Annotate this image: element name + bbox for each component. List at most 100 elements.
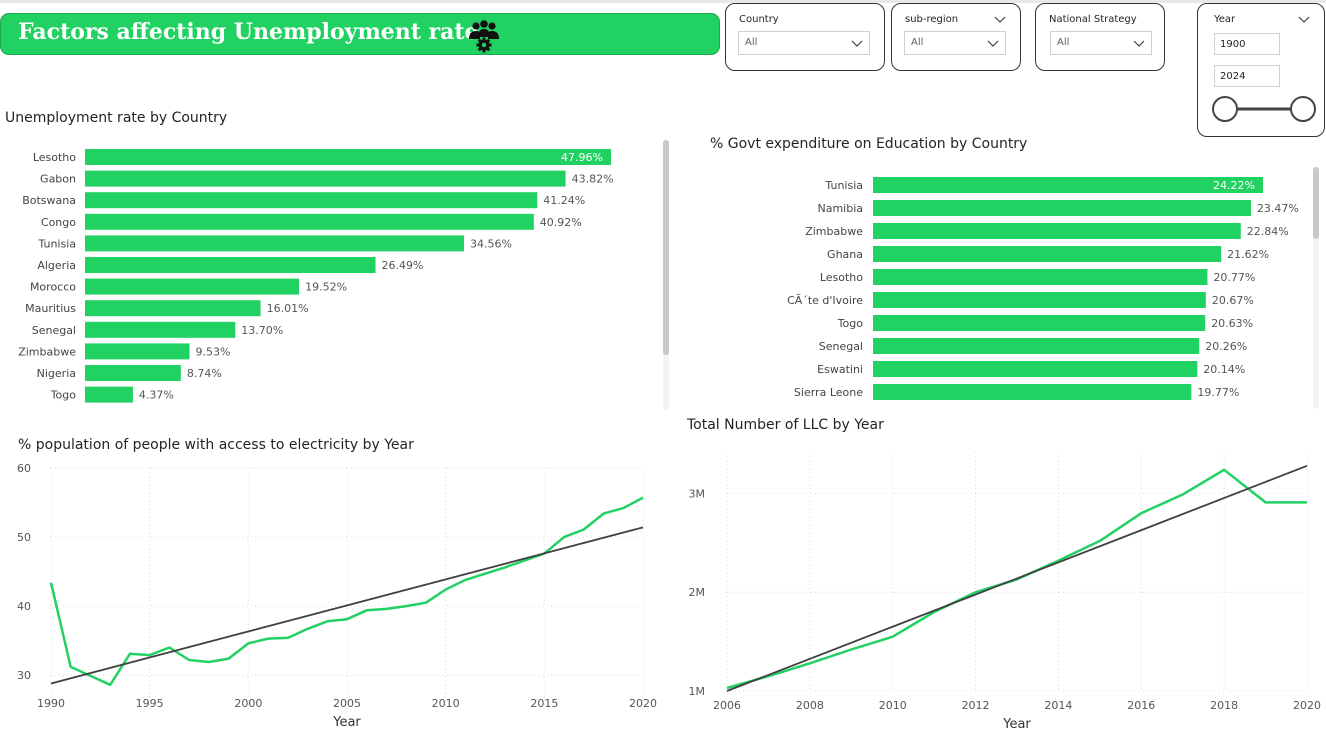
y-tick-label: 40 — [17, 600, 31, 613]
x-tick-label: 2020 — [629, 697, 657, 710]
electricity-chart-title: % population of people with access to el… — [18, 437, 414, 453]
category-label: Mauritius — [25, 302, 76, 315]
bar — [873, 292, 1206, 308]
year-end-input[interactable]: 2024 — [1214, 65, 1280, 87]
bar — [873, 269, 1208, 285]
category-label: Ghana — [827, 248, 863, 261]
national-strategy-slicer: National Strategy All — [1035, 3, 1165, 71]
bar — [85, 278, 300, 295]
category-label: Lesotho — [33, 151, 76, 164]
trend-line — [50, 526, 644, 685]
data-label: 20.63% — [1211, 317, 1253, 330]
chevron-down-icon[interactable] — [994, 14, 1006, 24]
bar — [873, 223, 1241, 239]
chevron-down-icon[interactable] — [1298, 14, 1310, 24]
data-label: 26.49% — [382, 259, 424, 272]
sub-region-dropdown[interactable]: All — [904, 31, 1006, 55]
data-label: 8.74% — [187, 367, 222, 380]
bar — [873, 246, 1222, 262]
chevron-down-icon — [851, 40, 863, 47]
bar — [85, 170, 566, 187]
data-label: 19.77% — [1197, 386, 1239, 399]
llc-chart-title: Total Number of LLC by Year — [687, 417, 884, 433]
y-tick-label: 30 — [17, 669, 31, 682]
bar — [85, 149, 611, 165]
slider-start-handle[interactable] — [1212, 96, 1238, 122]
data-label: 21.62% — [1227, 248, 1269, 261]
data-label: 23.47% — [1257, 202, 1299, 215]
data-label: 20.14% — [1203, 363, 1245, 376]
category-label: Botswana — [22, 194, 76, 207]
sub-region-dropdown-value: All — [911, 37, 924, 48]
x-tick-label: 2010 — [879, 699, 907, 712]
y-tick-label: 1M — [689, 685, 706, 698]
sub-region-slicer: sub-region All — [891, 3, 1021, 71]
country-dropdown[interactable]: All — [738, 31, 870, 55]
llc-line-chart: 1M 2M 3M 2006 2008 2010 2012 2014 2016 2018 2020 Ye… — [689, 452, 1321, 732]
data-label: 16.01% — [267, 302, 309, 315]
category-label: Morocco — [30, 281, 76, 294]
data-label: 20.77% — [1213, 271, 1255, 284]
year-start-value: 1900 — [1220, 39, 1246, 50]
data-label: 22.84% — [1247, 225, 1289, 238]
year-range-slider[interactable] — [1212, 95, 1318, 125]
x-axis-title: Year — [1002, 717, 1031, 732]
national-strategy-dropdown[interactable]: All — [1050, 31, 1152, 55]
data-label: 40.92% — [540, 216, 582, 229]
chevron-down-icon — [987, 40, 999, 47]
category-label: Senegal — [819, 340, 863, 353]
x-tick-label: 2010 — [432, 697, 460, 710]
data-label: 9.53% — [196, 345, 231, 358]
data-label: 19.52% — [305, 281, 347, 294]
year-start-input[interactable]: 1900 — [1214, 33, 1280, 55]
category-label: Senegal — [32, 324, 76, 337]
education-scrollbar[interactable] — [1313, 167, 1319, 409]
x-axis-title: Year — [332, 715, 361, 730]
category-label: CÃ´te d'Ivoire — [787, 294, 863, 307]
x-tick-label: 2006 — [713, 699, 741, 712]
dashboard-title: Factors affecting Unemployment rate — [18, 19, 479, 45]
education-bar-chart: Tunisia 24.22% Namibia 23.47% Zimbabwe 22.84%… — [787, 177, 1299, 400]
category-label: Namibia — [817, 202, 863, 215]
x-tick-label: 2008 — [796, 699, 824, 712]
bar — [85, 213, 534, 230]
unemployment-scroll-thumb[interactable] — [663, 140, 669, 355]
slider-end-handle[interactable] — [1290, 96, 1316, 122]
y-tick-label: 60 — [17, 462, 31, 475]
bar — [85, 386, 133, 403]
electricity-line-chart: 30 40 50 60 1990 1995 2000 2005 2010 2015 2020 Year — [17, 462, 657, 730]
bar — [85, 300, 261, 317]
education-chart-title: % Govt expenditure on Education by Count… — [710, 136, 1028, 152]
category-label: Zimbabwe — [18, 345, 76, 358]
category-label: Tunisia — [824, 179, 863, 192]
year-end-value: 2024 — [1220, 71, 1246, 82]
bar — [85, 343, 190, 360]
y-tick-label: 3M — [689, 487, 706, 500]
education-scroll-thumb[interactable] — [1313, 167, 1319, 239]
bar — [873, 177, 1263, 193]
category-label: Zimbabwe — [805, 225, 863, 238]
unemployment-bar-chart: Lesotho 47.96% Gabon 43.82% Botswana 41.24% Co… — [18, 149, 614, 403]
unemployment-scrollbar[interactable] — [663, 140, 669, 410]
bar — [85, 365, 181, 381]
data-label: 4.37% — [139, 389, 174, 402]
country-dropdown-value: All — [745, 37, 758, 48]
category-label: Nigeria — [37, 367, 76, 380]
category-label: Sierra Leone — [794, 386, 863, 399]
sub-region-slicer-label: sub-region — [905, 14, 959, 25]
year-slicer-label: Year — [1214, 14, 1236, 25]
data-label: 34.56% — [470, 237, 512, 250]
data-label: 20.67% — [1212, 294, 1254, 307]
x-tick-label: 2016 — [1127, 699, 1155, 712]
bar — [85, 321, 236, 338]
trend-line — [726, 464, 1308, 692]
x-tick-label: 2014 — [1044, 699, 1072, 712]
title-banner: Factors affecting Unemployment rate — [0, 13, 720, 55]
category-label: Congo — [41, 216, 76, 229]
x-tick-label: 2012 — [962, 699, 990, 712]
x-tick-label: 2005 — [333, 697, 361, 710]
bar — [873, 384, 1192, 400]
data-label: 13.70% — [241, 324, 283, 337]
national-strategy-dropdown-value: All — [1057, 37, 1070, 48]
national-strategy-slicer-label: National Strategy — [1049, 14, 1137, 25]
